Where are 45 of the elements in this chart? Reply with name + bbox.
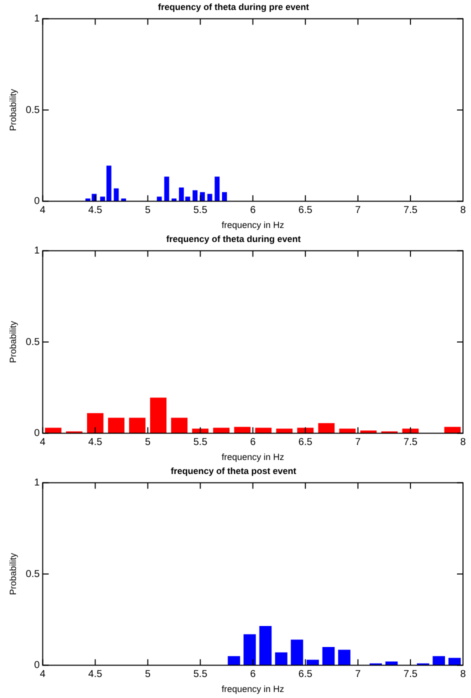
x-tick-label: 6 <box>250 436 256 448</box>
y-tick-label: 0 <box>34 660 40 671</box>
x-tick-label: 7.5 <box>404 204 418 216</box>
x-tick-label: 4 <box>40 436 46 448</box>
x-tick-label: 5.5 <box>193 204 208 216</box>
x-tick-label: 7 <box>355 204 362 216</box>
y-tick-label: 0.5 <box>26 336 40 348</box>
x-tick-label: 8 <box>460 668 466 680</box>
chart-title: frequency of theta post event <box>170 466 296 476</box>
x-tick-label: 7 <box>355 436 362 448</box>
y-tick-label: 0 <box>34 196 40 207</box>
x-tick-label: 4 <box>40 668 46 680</box>
y-tick-label: 1 <box>34 14 40 25</box>
y-tick-label: 1 <box>34 246 40 257</box>
x-tick-label: 5 <box>144 668 151 680</box>
x-axis-title: frequency in Hz <box>222 684 285 694</box>
x-tick-label: 4.5 <box>88 436 103 448</box>
y-tick-label: 0.5 <box>26 568 40 580</box>
x-axis-title: frequency in Hz <box>222 220 285 230</box>
y-axis-title: Probability <box>8 320 18 364</box>
x-tick-label: 5 <box>144 204 151 216</box>
x-tick-label: 6.5 <box>298 668 313 680</box>
x-tick-label: 4 <box>40 204 46 216</box>
x-tick-label: 5 <box>144 436 151 448</box>
x-tick-label: 6 <box>250 668 256 680</box>
x-tick-label: 5.5 <box>193 668 208 680</box>
chart-title: frequency of theta during event <box>166 234 301 244</box>
y-tick-label: 0 <box>34 428 40 439</box>
y-tick-label: 1 <box>34 478 40 489</box>
chart-title: frequency of theta during pre event <box>158 2 310 12</box>
y-axis-title: Probability <box>8 88 18 132</box>
x-tick-label: 5.5 <box>193 436 208 448</box>
x-tick-label: 4.5 <box>88 668 103 680</box>
x-axis-title: frequency in Hz <box>222 452 285 462</box>
y-axis-title: Probability <box>8 552 18 596</box>
x-tick-label: 8 <box>460 204 466 216</box>
x-tick-label: 8 <box>460 436 466 448</box>
x-tick-label: 4.5 <box>88 204 103 216</box>
x-tick-label: 6.5 <box>298 436 313 448</box>
x-tick-label: 6.5 <box>298 204 313 216</box>
x-tick-label: 6 <box>250 204 256 216</box>
x-tick-label: 7 <box>355 668 362 680</box>
y-tick-label: 0.5 <box>26 104 40 116</box>
x-tick-label: 7.5 <box>404 436 418 448</box>
x-tick-label: 7.5 <box>404 668 418 680</box>
